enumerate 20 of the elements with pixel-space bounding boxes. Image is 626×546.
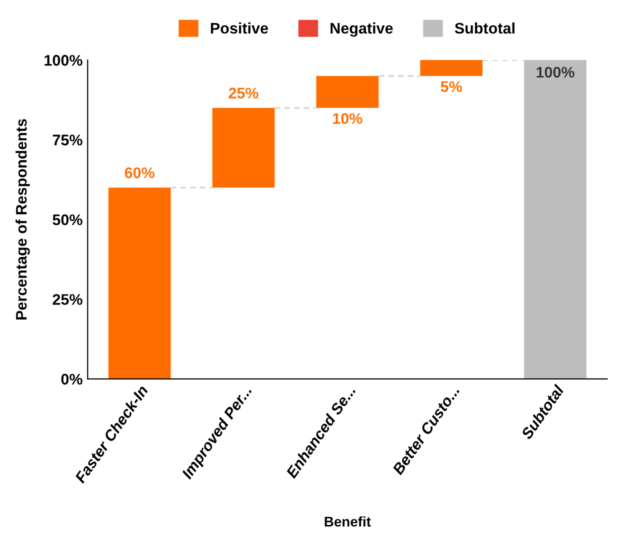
bar: [524, 60, 586, 379]
y-axis-title: Percentage of Respondents: [16, 119, 30, 320]
y-tick-label: 25%: [52, 294, 82, 305]
data-label: 25%: [228, 88, 258, 98]
data-label: 10%: [333, 113, 362, 124]
bar: [420, 60, 483, 76]
bar: [316, 76, 379, 108]
data-label: 5%: [440, 81, 462, 92]
bar: [108, 188, 171, 379]
legend-label: Subtotal: [454, 22, 514, 34]
y-tick-label: 75%: [52, 134, 82, 146]
y-tick-label: 0%: [61, 374, 82, 385]
y-tick-label: 100%: [44, 54, 82, 66]
x-axis-title: Benefit: [324, 516, 371, 527]
bar: [212, 108, 275, 188]
data-label: 100%: [536, 66, 574, 78]
data-label: 60%: [124, 167, 154, 178]
y-tick-label: 50%: [52, 214, 82, 226]
legend-label: Positive: [210, 22, 268, 34]
legend-label: Negative: [330, 22, 393, 37]
